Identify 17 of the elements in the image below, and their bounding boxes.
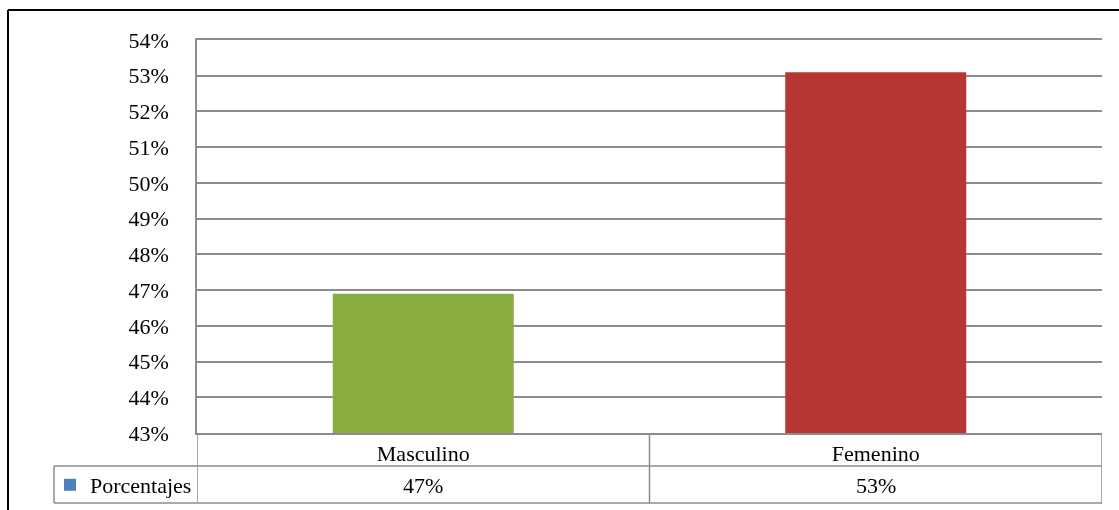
y-tick-label: 54% <box>128 27 169 53</box>
y-tick-label: 48% <box>128 242 169 268</box>
text: Porcentajes <box>90 473 192 499</box>
data-label: 47% <box>403 473 444 498</box>
data-label: 53% <box>856 473 897 498</box>
y-tick-label: 43% <box>128 420 169 446</box>
y-tick-label: 47% <box>128 277 169 303</box>
y-tick-label: 53% <box>128 63 169 89</box>
y-tick-label: 50% <box>128 170 169 196</box>
y-tick-label: 51% <box>128 134 169 160</box>
y-tick-label: 52% <box>128 99 169 125</box>
x-tick-label: Femenino <box>831 441 920 467</box>
y-tick-label: 46% <box>128 313 169 339</box>
x-tick-label: Masculino <box>376 441 470 467</box>
y-tick-label: 49% <box>128 206 169 232</box>
y-tick-label: 44% <box>128 384 169 410</box>
y-tick-label: 45% <box>128 349 169 375</box>
